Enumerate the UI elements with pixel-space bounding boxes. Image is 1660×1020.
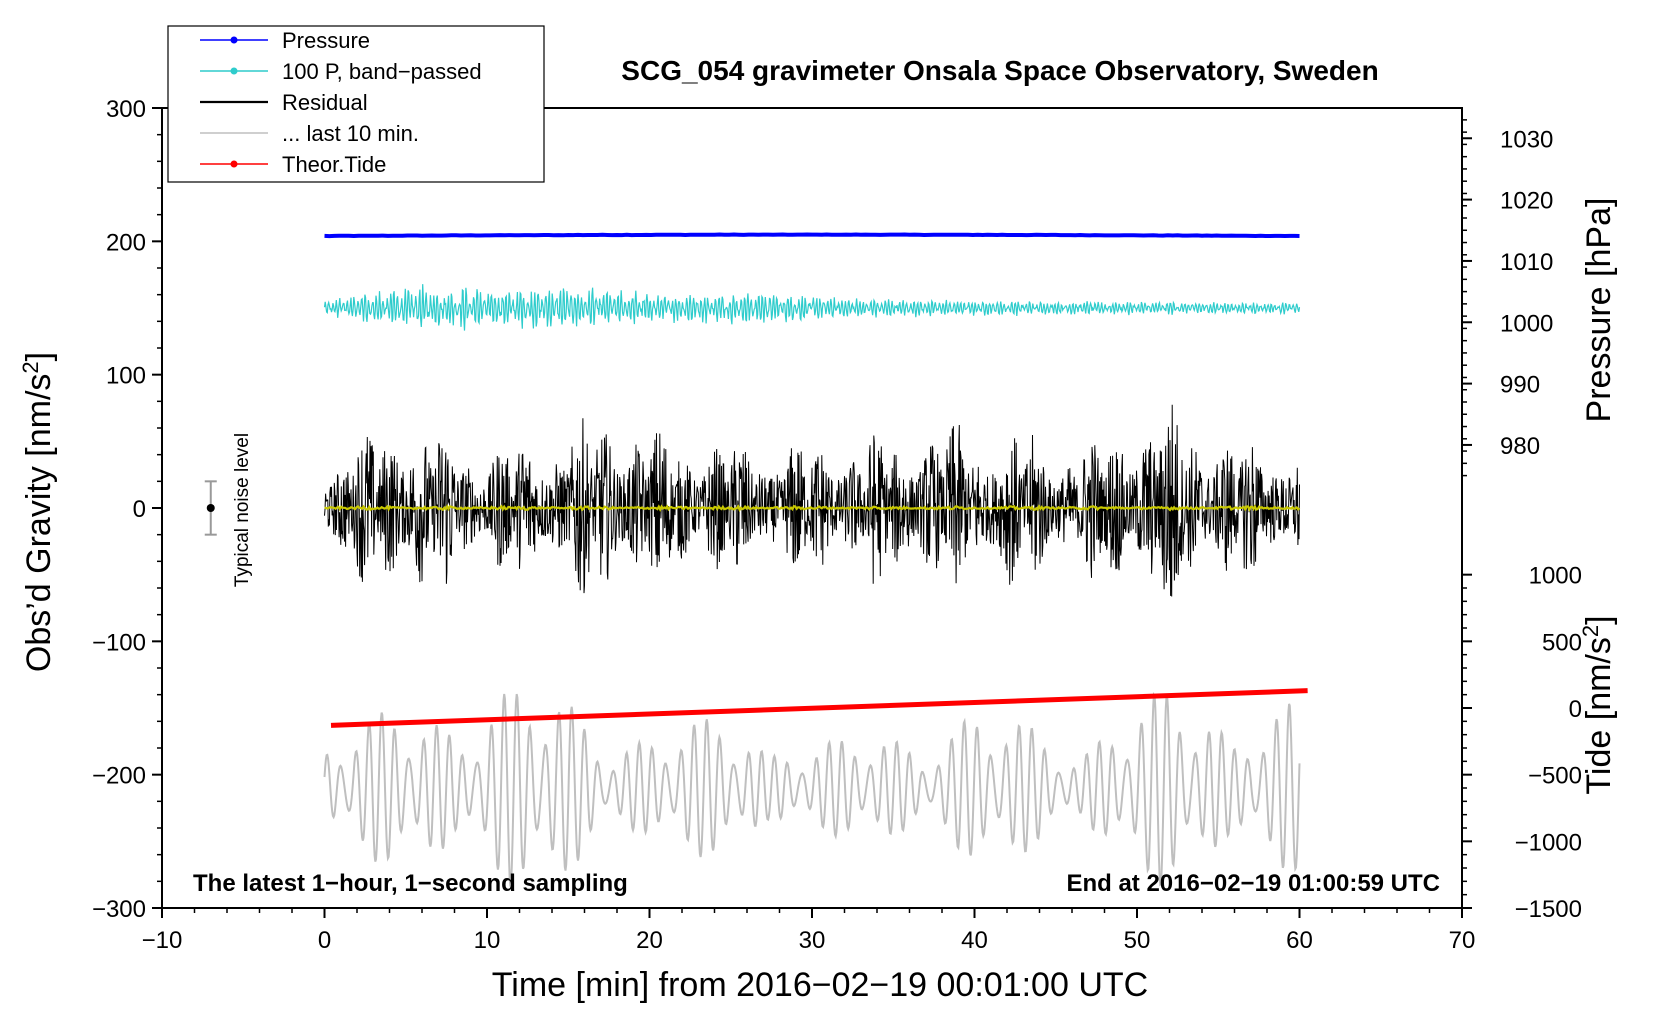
pressure-tick-label: 990 — [1500, 372, 1540, 399]
series-layer — [323, 232, 1308, 887]
legend: Pressure 100 P, band−passed Residual ... la… — [167, 25, 545, 183]
y-tick-label: −300 — [92, 896, 146, 923]
x-tick-label: 60 — [1286, 927, 1313, 954]
legend-marker — [230, 36, 238, 44]
tide-tick-label: 1000 — [1529, 563, 1582, 590]
y-axis-pressure: 980 990 1000 1010 1020 1030 — [1462, 119, 1553, 477]
y-axis-title-gravity-close: ] — [20, 352, 58, 361]
pressure-tick-label: 1010 — [1500, 249, 1553, 276]
pressure-tick-label: 1020 — [1500, 188, 1553, 215]
noise-dot — [206, 504, 215, 512]
chart-title: SCG_054 gravimeter Onsala Space Observat… — [621, 55, 1378, 86]
y-tick-label: −100 — [92, 629, 146, 656]
x-axis: −10 0 10 20 30 40 50 60 70 — [142, 908, 1476, 954]
x-axis-title: Time [min] from 2016−02−19 00:01:00 UTC — [492, 966, 1148, 1004]
legend-label: ... last 10 min. — [282, 121, 419, 146]
y-axis-tide: −1500 −1000 −500 0 500 1000 — [1462, 563, 1582, 923]
annotation-end-time: End at 2016−02−19 01:00:59 UTC — [1066, 870, 1440, 897]
series-residual-smoothed — [324, 504, 1301, 513]
legend-marker — [230, 67, 238, 75]
legend-label: Residual — [282, 90, 368, 115]
x-tick-label: 10 — [474, 927, 501, 954]
tide-tick-label: −500 — [1528, 763, 1582, 790]
pressure-tick-label: 980 — [1500, 433, 1540, 460]
y-axis-title-gravity-text: Obs’d Gravity [nm/s — [20, 374, 58, 673]
tide-tick-label: −1000 — [1515, 829, 1582, 856]
legend-box — [167, 25, 545, 183]
y-axis-title-tide-close: ] — [1580, 615, 1618, 624]
y-tick-label: 200 — [106, 229, 146, 256]
tide-tick-label: −1500 — [1515, 896, 1582, 923]
x-tick-label: 20 — [636, 927, 663, 954]
series-theor-tide — [330, 688, 1308, 728]
annotation-sampling: The latest 1−hour, 1−second sampling — [193, 870, 628, 897]
legend-label: 100 P, band−passed — [282, 59, 482, 84]
legend-label: Pressure — [282, 28, 370, 53]
y-axis-title-gravity-sup: 2 — [18, 361, 43, 373]
x-tick-label: 50 — [1124, 927, 1151, 954]
series-last-10-min — [323, 691, 1301, 887]
noise-level-label: Typical noise level — [232, 433, 253, 587]
pressure-tick-label: 1000 — [1500, 310, 1553, 337]
pressure-tick-label: 1030 — [1500, 126, 1553, 153]
y-axis-title-tide: Tide [nm/s2] — [1578, 615, 1618, 794]
x-tick-label: 70 — [1449, 927, 1476, 954]
x-tick-label: 30 — [799, 927, 826, 954]
series-pressure-bandpassed — [323, 284, 1301, 331]
x-tick-label: 40 — [961, 927, 988, 954]
y-axis-title-tide-text: Tide [nm/s — [1580, 637, 1618, 794]
series-residual — [324, 404, 1300, 597]
tide-tick-label: 0 — [1569, 696, 1582, 723]
y-axis-title-tide-sup: 2 — [1578, 625, 1603, 637]
y-tick-label: 0 — [133, 496, 146, 523]
y-tick-label: 100 — [106, 363, 146, 390]
y-axis-title-gravity: Obs’d Gravity [nm/s2] — [18, 352, 58, 672]
x-tick-label: −10 — [142, 927, 183, 954]
y-axis-title-pressure: Pressure [hPa] — [1580, 198, 1618, 423]
legend-marker — [230, 160, 238, 168]
y-tick-label: −200 — [92, 763, 146, 790]
y-axis-gravity: −300 −200 −100 0 100 200 300 — [92, 96, 162, 923]
legend-label: Theor.Tide — [282, 152, 386, 177]
series-pressure — [324, 232, 1300, 239]
tide-tick-label: 500 — [1542, 629, 1582, 656]
x-tick-label: 0 — [318, 927, 331, 954]
y-tick-label: 300 — [106, 96, 146, 123]
noise-level-marker — [204, 480, 217, 536]
